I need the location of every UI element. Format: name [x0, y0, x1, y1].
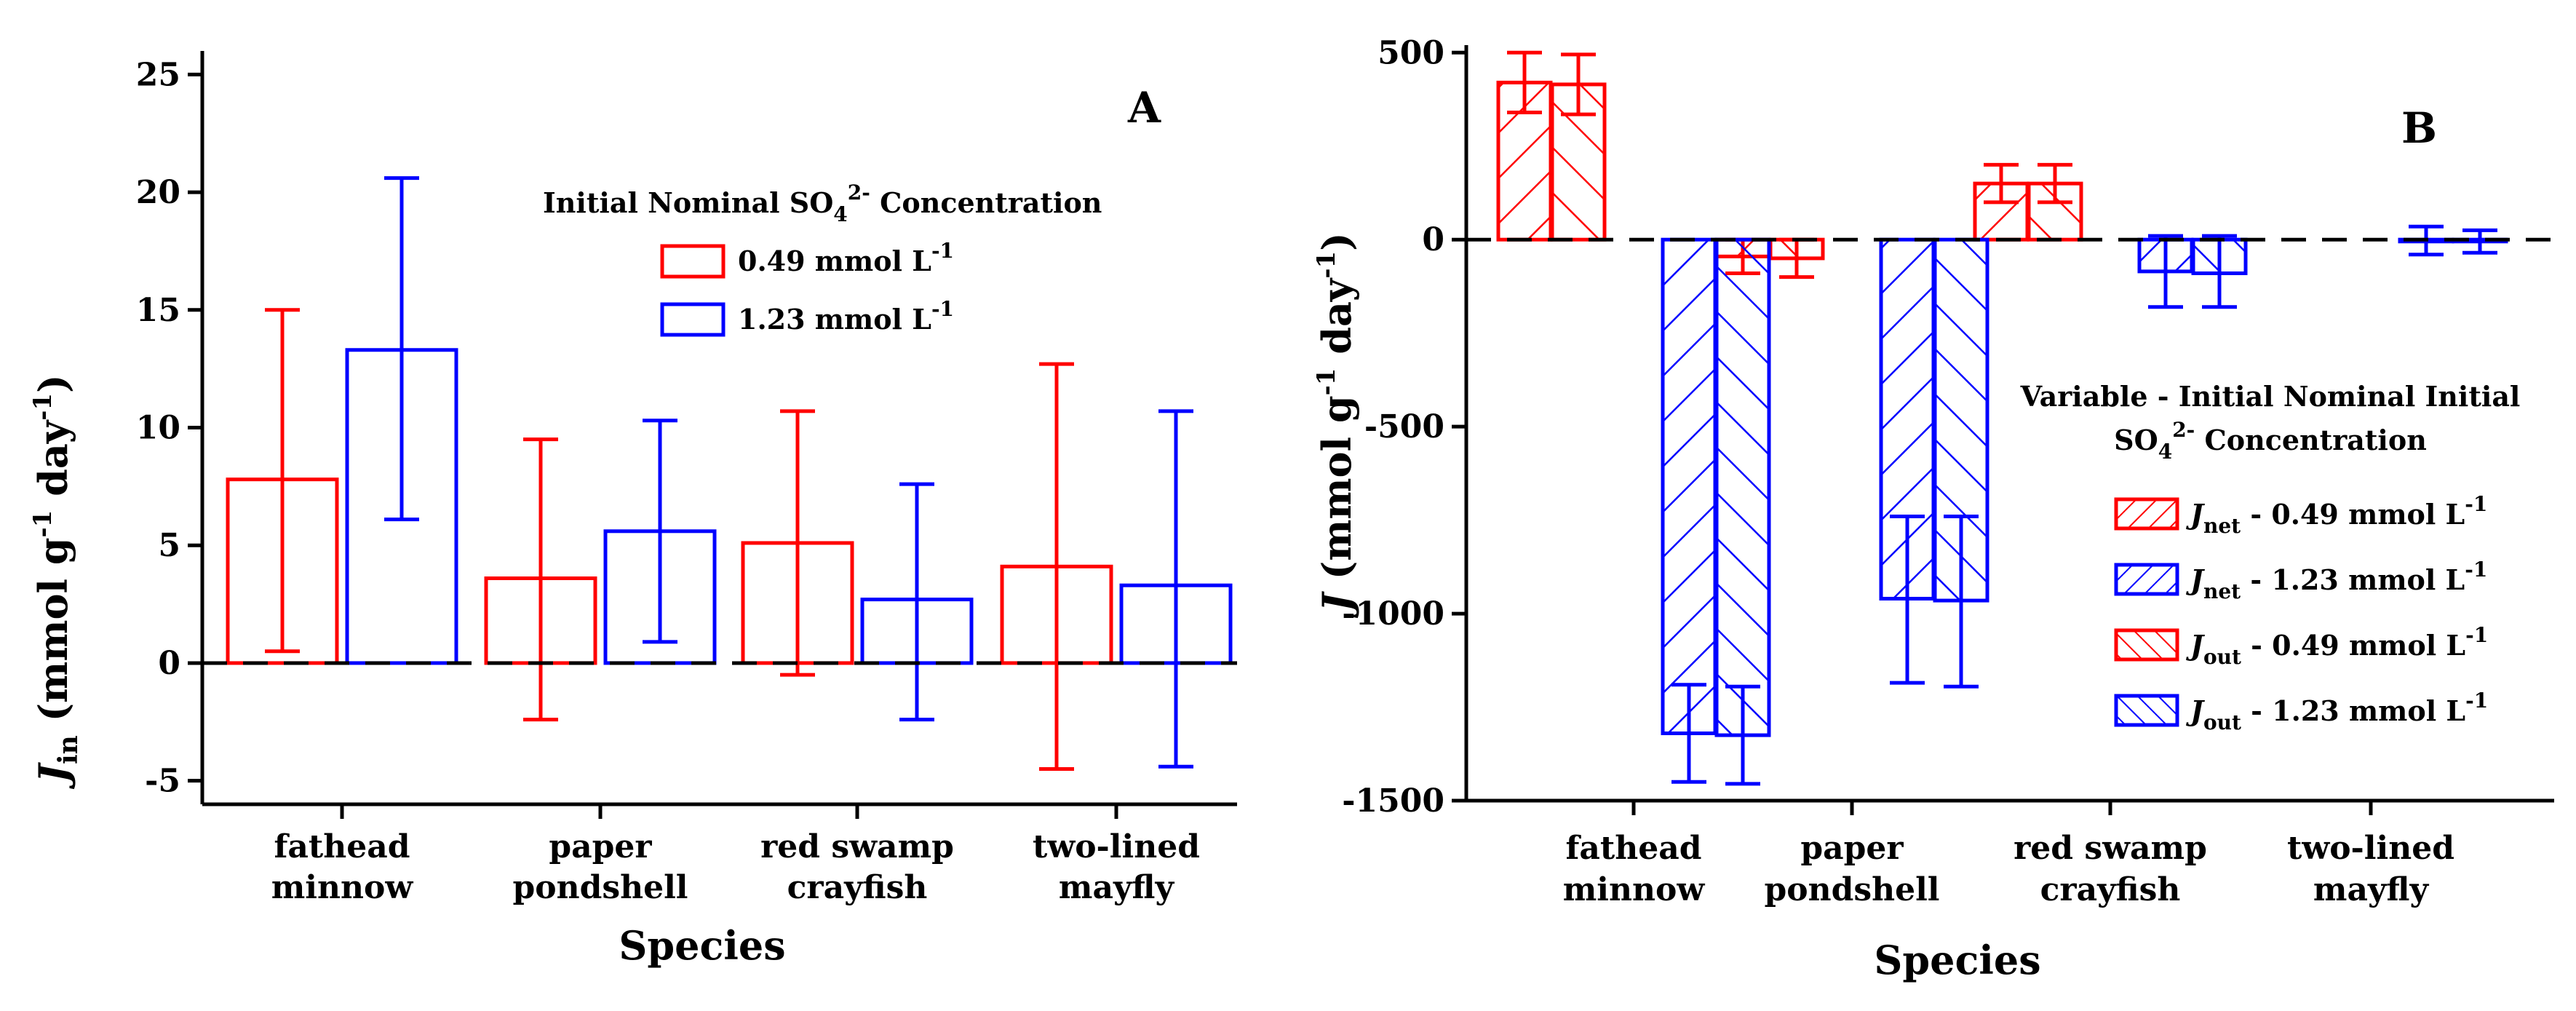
- panel-b-category-label: two-lined: [2287, 830, 2454, 867]
- panel-b-y-tick-label: -500: [1364, 408, 1444, 445]
- panel-a-bars: [226, 176, 1233, 771]
- legend-label-049: 0.49 mmol L-1: [738, 239, 954, 277]
- panel-a-y-tick-label: 5: [158, 527, 180, 564]
- panel-b-category-label: pondshell: [1764, 871, 1939, 908]
- panel-a-chart: 25 20 15 10 5 0 -5 A Jin (mmol g-1 day-1) Spec…: [28, 51, 1237, 969]
- panel-a-y-axis-title: Jin (mmol g-1 day-1): [28, 374, 84, 789]
- legend-swatch-jnet-123: [2114, 563, 2179, 596]
- panel-b-y-tick-label: -1000: [1342, 595, 1444, 633]
- bar-blue-up: [1661, 237, 1717, 736]
- legend-label-jout-123: Jout - 1.23 mmol L-1: [2186, 689, 2488, 734]
- panel-a-y-tick-label: 25: [136, 56, 180, 93]
- legend-swatch-jout-049: [2114, 628, 2179, 662]
- panel-a-category-label: paper: [549, 828, 652, 865]
- panel-a-y-tick-label: 20: [136, 174, 180, 211]
- panel-a-y-ticks: 25 20 15 10 5 0 -5: [136, 56, 1118, 819]
- panel-a-legend: Initial Nominal SO42- Concentration 0.49…: [543, 181, 1102, 337]
- panel-a-category-label: fathead: [274, 828, 410, 865]
- legend-swatch-jout-123: [2114, 694, 2179, 727]
- panel-a-label: A: [1127, 83, 1161, 132]
- legend-label-jout-049: Jout - 0.49 mmol L-1: [2186, 623, 2488, 669]
- legend-swatch-jnet-049: [2114, 497, 2179, 531]
- legend-label-123: 1.23 mmol L-1: [738, 297, 954, 336]
- panel-a-x-axis-title: Species: [619, 922, 785, 969]
- panel-a-category-label: red swamp: [760, 828, 954, 865]
- panel-a-category-label: crayfish: [787, 869, 928, 906]
- panel-a-category-label: minnow: [271, 869, 414, 906]
- panel-b-y-ticks: 500 0 -500 -1000 -1500: [1342, 34, 2373, 820]
- panel-a-axes: [200, 51, 1237, 806]
- panel-a-category-label: pondshell: [512, 869, 688, 906]
- legend-label-jnet-123: Jnet - 1.23 mmol L-1: [2186, 558, 2487, 603]
- panel-b-category-label: fathead: [1565, 830, 1701, 867]
- panel-b-legend-title-line1: Variable - Initial Nominal Initial: [2020, 380, 2521, 413]
- bar-blue-down: [1714, 237, 1771, 737]
- panel-b-category-labels: fathead minnow paper pondshell red swamp…: [1563, 830, 2454, 908]
- legend-swatch-red: [660, 244, 726, 279]
- panel-a-y-tick-label: 0: [158, 645, 180, 682]
- panel-a-category-label: two-lined: [1033, 828, 1200, 865]
- panel-b-y-tick-label: -1500: [1342, 782, 1444, 820]
- legend-swatch-blue: [660, 302, 726, 337]
- panel-b-category-label: red swamp: [2014, 830, 2207, 867]
- panel-b-legend-title-line2: SO42- Concentration: [2114, 418, 2427, 464]
- panel-b-category-label: minnow: [1563, 871, 1706, 908]
- panel-b-legend: Variable - Initial Nominal Initial SO42-…: [2020, 380, 2521, 734]
- panel-b-x-axis-title: Species: [1874, 937, 2040, 983]
- panel-b-y-tick-label: 0: [1422, 221, 1444, 258]
- panel-b-bars: [1496, 50, 2508, 786]
- panel-a-y-tick-label: 15: [136, 292, 180, 329]
- panel-a-category-labels: fathead minnow paper pondshell red swamp…: [271, 828, 1200, 906]
- panel-b-category-label: mayfly: [2313, 871, 2430, 908]
- panel-b-category-label: paper: [1800, 830, 1904, 867]
- panel-b-y-axis-title: J (mmol g-1 day-1): [1312, 232, 1360, 618]
- panel-b-label: B: [2401, 103, 2437, 153]
- panel-b-y-tick-label: 500: [1378, 34, 1444, 71]
- panel-a-y-tick-label: -5: [145, 763, 180, 800]
- legend-label-jnet-049: Jnet - 0.49 mmol L-1: [2186, 492, 2487, 538]
- panel-a-category-label: mayfly: [1059, 869, 1175, 906]
- panel-b-axes: [1464, 45, 2554, 803]
- panel-b-category-label: crayfish: [2040, 871, 2181, 908]
- panel-a-legend-title: Initial Nominal SO42- Concentration: [543, 181, 1102, 226]
- panel-a-y-tick-label: 10: [136, 410, 180, 447]
